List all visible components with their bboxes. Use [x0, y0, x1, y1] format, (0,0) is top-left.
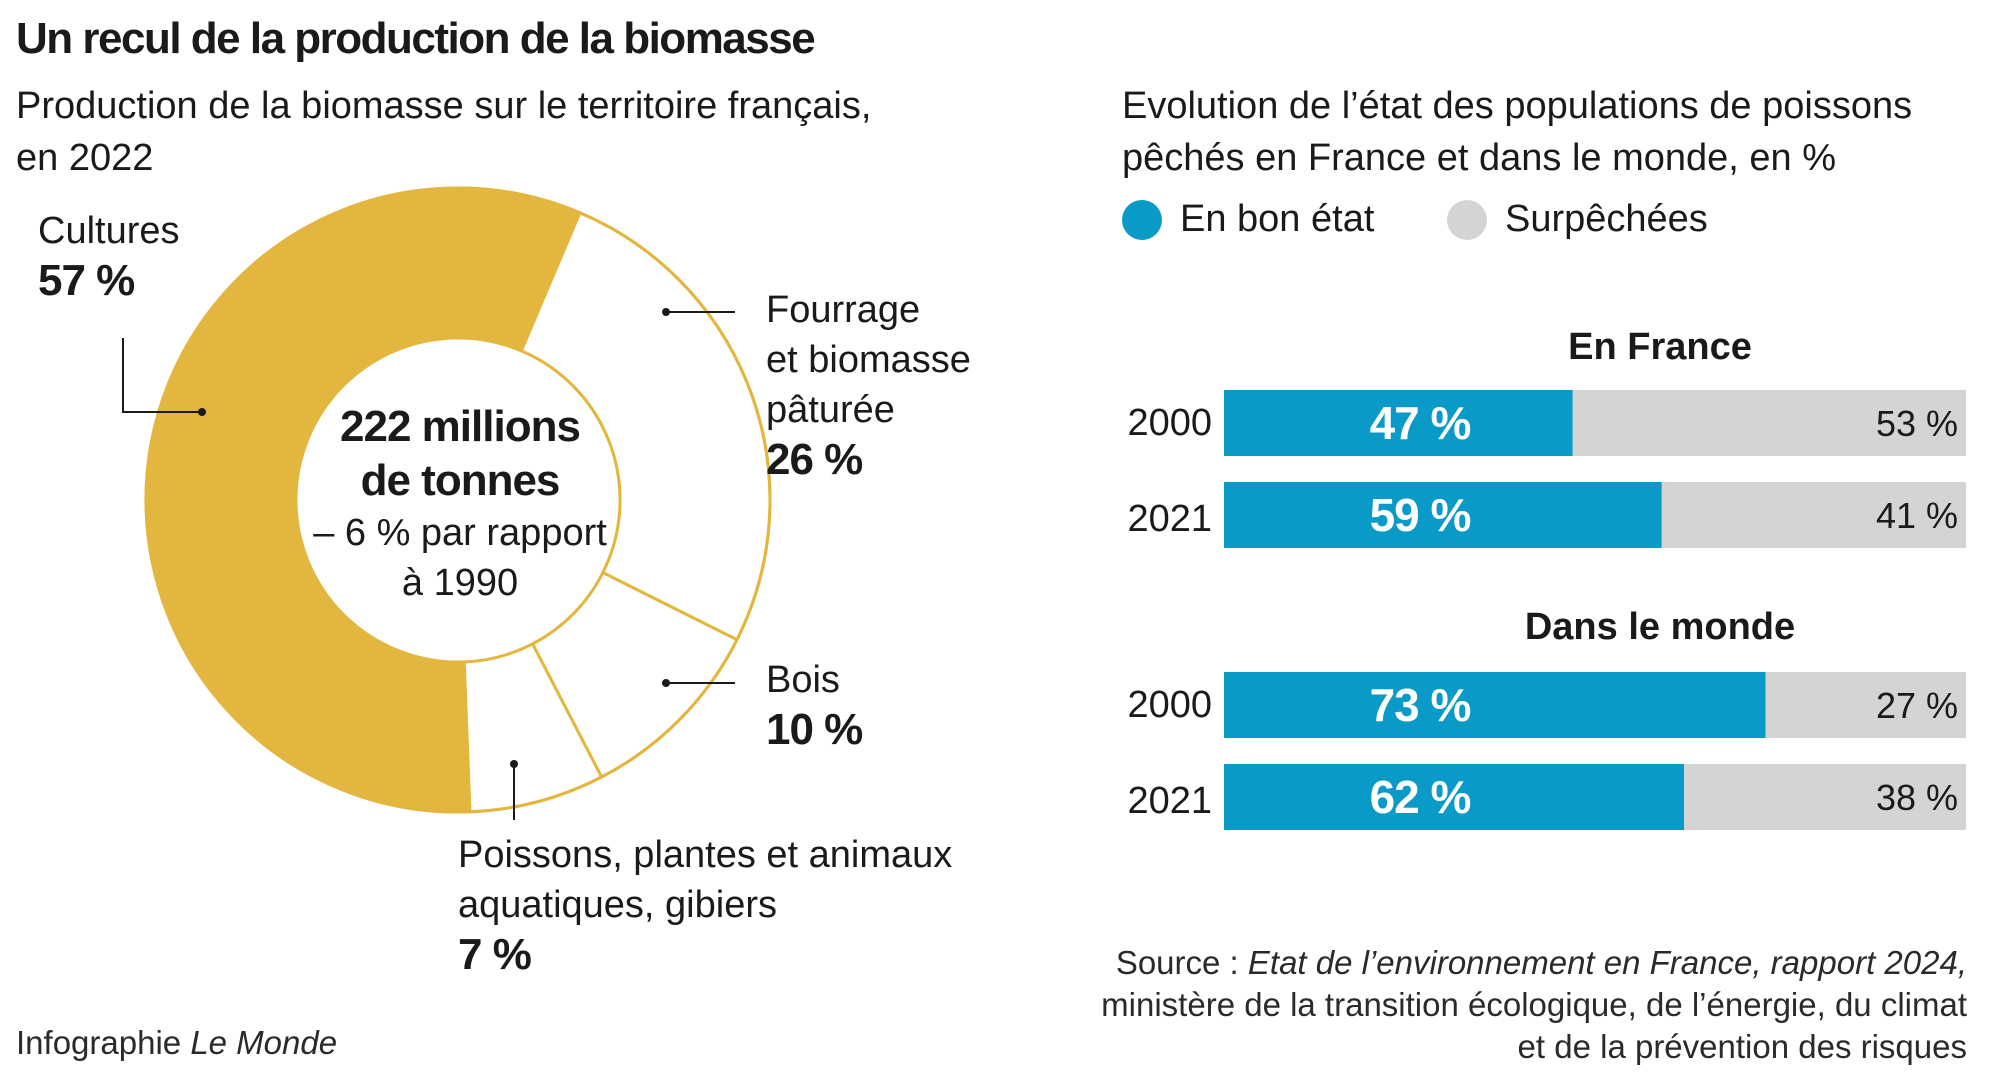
slice-value-cultures: 57 %: [38, 256, 135, 305]
donut-subtitle-line-1: Production de la biomasse sur le territo…: [16, 85, 872, 127]
donut-center-total: 222 millions: [340, 402, 581, 451]
group-title-france: En France: [1568, 326, 1752, 368]
legend-good: En bon état: [1122, 198, 1374, 241]
donut-center: 222 millions de tonnes – 6 % par rapport…: [280, 400, 640, 608]
year-label-monde-2021: 2021: [1127, 780, 1212, 822]
bars-subtitle-line-1: Evolution de l’état des populations de p…: [1122, 85, 1913, 127]
credit-brand: Le Monde: [190, 1024, 338, 1061]
slice-label-fourrage: Fourrage et biomasse pâturée 26 %: [766, 285, 971, 485]
donut-center-change: – 6 % par rapport: [313, 512, 607, 554]
bar-over-france-2021: [1661, 482, 1966, 548]
legend-good-label: En bon état: [1180, 198, 1375, 240]
group-title-monde: Dans le monde: [1524, 606, 1796, 648]
donut-subtitle: Production de la biomasse sur le territo…: [16, 80, 1016, 184]
bar-label-good-monde-2021: 62 %: [1370, 771, 1471, 823]
bar-good-monde-2021: [1224, 764, 1685, 830]
source-prefix: Source :: [1115, 944, 1248, 981]
donut-outer-ring: [144, 186, 772, 814]
bar-label-over-monde-2021: 38 %: [1876, 777, 1958, 818]
bar-label-over-france-2000: 53 %: [1876, 403, 1958, 444]
donut-chart: [122, 186, 772, 820]
leader-line-cultures: [122, 338, 202, 413]
bar-label-good-france-2021: 59 %: [1370, 489, 1471, 541]
donut-center-reference: à 1990: [401, 562, 519, 604]
source-line-2: ministère de la transition écologique, d…: [1101, 986, 1967, 1023]
bar-good-monde-2000: [1224, 672, 1766, 738]
slice-label-cultures: Cultures 57 %: [38, 206, 180, 306]
leader-dot-poissons: [510, 760, 518, 768]
bars-subtitle: Evolution de l’état des populations de p…: [1122, 80, 1993, 184]
leader-dot-fourrage: [662, 308, 670, 316]
slice-name-fourrage-line-2: et biomasse: [766, 339, 971, 381]
slice-name-poissons-line-2: aquatiques, gibiers: [458, 884, 777, 926]
credit-prefix: Infographie: [16, 1024, 191, 1061]
slice-name-fourrage-line-1: Fourrage: [766, 289, 921, 331]
legend-over-label: Surpêchées: [1505, 198, 1708, 240]
slice-name-fourrage-line-3: pâturée: [766, 389, 895, 431]
leader-dot-cultures: [198, 408, 206, 416]
year-label-france-2000: 2000: [1127, 402, 1212, 444]
slice-name-cultures: Cultures: [38, 210, 180, 252]
slice-value-poissons: 7 %: [458, 930, 532, 979]
bar-label-over-france-2021: 41 %: [1876, 495, 1958, 536]
bar-good-france-2021: [1224, 482, 1662, 548]
bar-label-good-monde-2000: 73 %: [1370, 679, 1471, 731]
slice-value-bois: 10 %: [766, 705, 863, 754]
donut-subtitle-line-2: en 2022: [16, 137, 154, 179]
year-label-france-2021: 2021: [1127, 498, 1212, 540]
bar-over-monde-2000: [1765, 672, 1966, 738]
donut-center-unit: de tonnes: [360, 456, 561, 505]
legend-over: Surpêchées: [1447, 198, 1708, 241]
year-label-monde-2000: 2000: [1127, 684, 1212, 726]
bar-label-over-monde-2000: 27 %: [1876, 685, 1958, 726]
source-line-3: et de la prévention des risques: [1517, 1028, 1967, 1065]
source-line-1: Source : Etat de l’environnement en Fran…: [1101, 942, 1967, 984]
slice-name-bois: Bois: [766, 659, 840, 701]
bar-good-france-2000: [1224, 390, 1573, 456]
bar-over-france-2000: [1572, 390, 1966, 456]
bar-over-monde-2021: [1684, 764, 1966, 830]
source-note: Source : Etat de l’environnement en Fran…: [1101, 942, 1967, 1068]
bars-subtitle-line-2: pêchés en France et dans le monde, en %: [1122, 137, 1837, 179]
chart-title: Un recul de la production de la biomasse: [16, 14, 816, 63]
bar-label-good-france-2000: 47 %: [1370, 397, 1471, 449]
leader-dot-bois: [662, 679, 670, 687]
slice-name-poissons-line-1: Poissons, plantes et animaux: [458, 834, 953, 876]
legend-good-swatch: [1122, 199, 1162, 240]
slice-label-poissons: Poissons, plantes et animaux aquatiques,…: [458, 830, 952, 980]
slice-label-bois: Bois 10 %: [766, 655, 863, 755]
slice-value-fourrage: 26 %: [766, 435, 863, 484]
source-publication: Etat de l’environnement en France, rappo…: [1247, 944, 1967, 981]
credit: Infographie Le Monde: [16, 1024, 337, 1062]
donut-inner-ring: [294, 336, 622, 664]
legend-over-swatch: [1447, 199, 1487, 240]
